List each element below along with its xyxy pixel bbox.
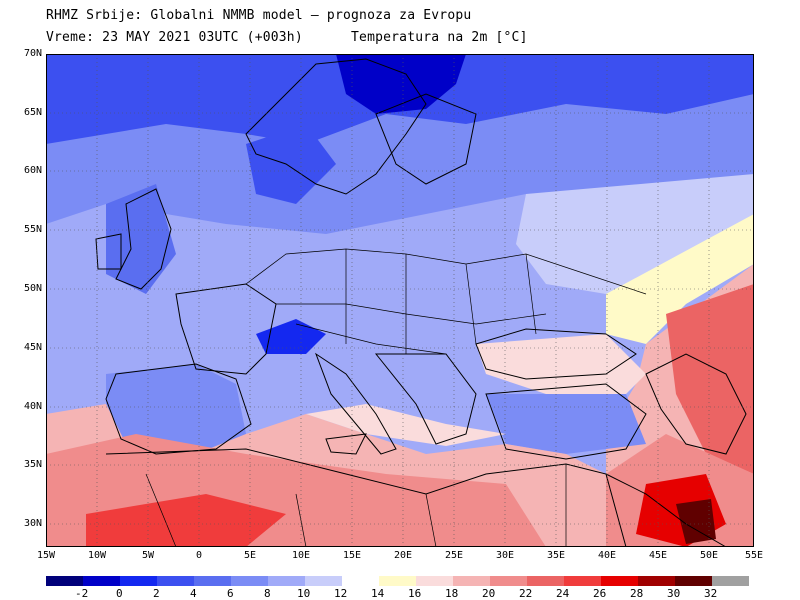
finland-coast <box>375 93 477 185</box>
legend-swatch <box>416 576 453 586</box>
longitude-label: 35E <box>547 550 566 561</box>
longitude-label: 50E <box>700 550 719 561</box>
latitude-label: 65N <box>23 107 42 118</box>
border-line <box>425 493 437 547</box>
longitude-label: 45E <box>649 550 668 561</box>
iberia-coast <box>105 363 252 455</box>
longitude-label: 25E <box>445 550 464 561</box>
legend-swatch <box>712 576 749 586</box>
legend-label: -2 <box>75 587 89 600</box>
border-line <box>525 253 537 335</box>
scandinavia-coast <box>245 58 427 195</box>
longitude-label: 55E <box>745 550 764 561</box>
legend-label: 22 <box>519 587 533 600</box>
longitude-label: 5E <box>244 550 257 561</box>
cool-region-anatolia <box>486 394 646 454</box>
latitude-label: 55N <box>23 224 42 235</box>
legend-swatch <box>342 576 379 586</box>
cold-region-scandinavia <box>336 54 466 114</box>
italy-coast <box>314 352 397 455</box>
border-line <box>145 473 177 547</box>
legend-label: 26 <box>593 587 607 600</box>
longitude-label: 30E <box>496 550 515 561</box>
cold-region-norway <box>246 124 336 204</box>
longitude-label: 0 <box>196 550 203 561</box>
legend-swatch <box>379 576 416 586</box>
legend-label: 4 <box>190 587 197 600</box>
mild-sea-region <box>306 404 506 446</box>
legend-label: 6 <box>227 587 234 600</box>
longitude-label: 20E <box>394 550 413 561</box>
map-frame <box>46 54 754 547</box>
red-sea-coast <box>605 473 727 547</box>
legend-swatch <box>157 576 194 586</box>
north-africa-coast <box>105 448 627 547</box>
anatolia-coast <box>485 383 647 460</box>
temperature-map <box>46 54 754 547</box>
country-borders <box>145 248 647 547</box>
legend-label: 24 <box>556 587 570 600</box>
legend-label: 10 <box>297 587 311 600</box>
cold-spot-alps <box>256 319 326 354</box>
cold-region-uk <box>106 184 176 294</box>
legend-label: 32 <box>704 587 718 600</box>
hottest-region-gulf <box>676 499 716 544</box>
legend-swatch <box>46 576 83 586</box>
legend-label: 20 <box>482 587 496 600</box>
warm-band-east <box>606 214 754 344</box>
legend-swatch <box>453 576 490 586</box>
legend-label: 28 <box>630 587 644 600</box>
legend-label: 30 <box>667 587 681 600</box>
legend-swatch <box>527 576 564 586</box>
mild-region-russia <box>516 174 754 294</box>
ireland-coast <box>95 233 122 270</box>
latitude-label: 35N <box>23 459 42 470</box>
longitude-label: 15E <box>343 550 362 561</box>
legend-swatch <box>83 576 120 586</box>
legend-swatch <box>305 576 342 586</box>
latitude-label: 60N <box>23 165 42 176</box>
border-line <box>295 493 307 547</box>
hot-region-caspian <box>666 284 754 474</box>
sicily-coast <box>325 433 367 455</box>
border-line <box>465 263 477 345</box>
longitude-label: 10E <box>292 550 311 561</box>
legend-swatch <box>120 576 157 586</box>
longitude-label: 10W <box>88 550 107 561</box>
black-sea-coast <box>475 328 637 380</box>
legend-swatch <box>268 576 305 586</box>
longitude-label: 5W <box>142 550 155 561</box>
latitude-label: 30N <box>23 518 42 529</box>
legend-swatch <box>638 576 675 586</box>
legend-label: 0 <box>116 587 123 600</box>
hot-region-sahara <box>86 494 286 547</box>
chart-subtitle: Vreme: 23 MAY 2021 03UTC (+003h) Tempera… <box>46 30 528 45</box>
latitude-label: 50N <box>23 283 42 294</box>
warm-region-black-sea <box>476 334 646 394</box>
legend-swatch <box>564 576 601 586</box>
legend-label: 18 <box>445 587 459 600</box>
legend-label: 14 <box>371 587 385 600</box>
legend-label: 2 <box>153 587 160 600</box>
latitude-label: 40N <box>23 401 42 412</box>
legend-label: 16 <box>408 587 422 600</box>
legend-swatch <box>231 576 268 586</box>
legend-swatch <box>194 576 231 586</box>
cool-region-iberia <box>106 364 246 454</box>
legend-swatch <box>490 576 527 586</box>
legend-label: 12 <box>334 587 348 600</box>
legend-swatch <box>675 576 712 586</box>
caspian-coast <box>645 353 747 455</box>
chart-title: RHMZ Srbije: Globalni NMMB model — progn… <box>46 8 472 23</box>
britain-coast <box>115 188 172 290</box>
longitude-label: 15W <box>37 550 56 561</box>
legend-swatch <box>601 576 638 586</box>
border-line <box>295 323 447 355</box>
longitude-label: 40E <box>598 550 617 561</box>
legend-label: 8 <box>264 587 271 600</box>
border-line <box>245 248 647 295</box>
france-coast <box>175 283 277 375</box>
latitude-label: 45N <box>23 342 42 353</box>
latitude-label: 70N <box>23 48 42 59</box>
